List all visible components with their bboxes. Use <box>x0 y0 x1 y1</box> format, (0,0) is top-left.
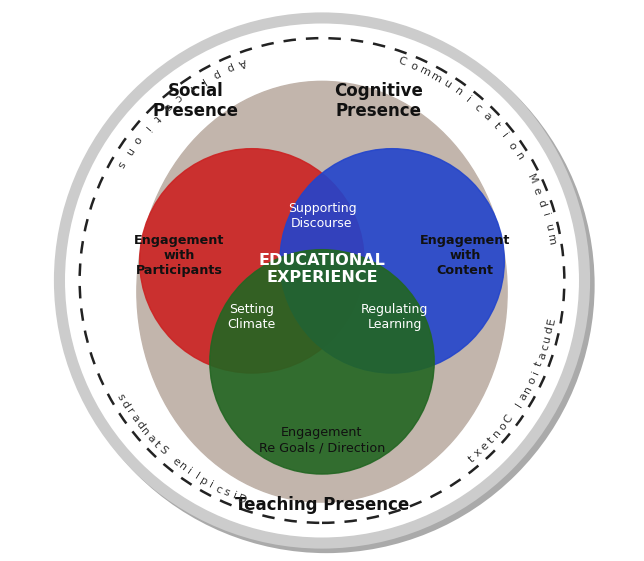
Text: d: d <box>133 419 146 431</box>
Circle shape <box>59 18 585 543</box>
Text: t: t <box>486 435 497 445</box>
Text: s: s <box>115 392 126 402</box>
Text: t: t <box>151 112 161 122</box>
Text: Supporting
Discourse: Supporting Discourse <box>288 202 356 230</box>
Text: EDUCATIONAL
EXPERIENCE: EDUCATIONAL EXPERIENCE <box>258 253 386 286</box>
Text: e: e <box>479 441 491 453</box>
Text: n: n <box>139 426 151 438</box>
Circle shape <box>210 250 434 474</box>
Text: i: i <box>186 84 194 94</box>
Text: m: m <box>418 65 432 79</box>
Text: p: p <box>223 61 234 73</box>
Text: t: t <box>491 121 501 131</box>
Text: p: p <box>210 67 221 80</box>
Text: a: a <box>518 392 529 402</box>
Text: t: t <box>534 361 545 368</box>
Text: e: e <box>170 456 182 468</box>
Text: p: p <box>198 475 209 487</box>
Text: e: e <box>531 186 543 196</box>
Text: n: n <box>452 85 464 98</box>
Text: Regulating
Learning: Regulating Learning <box>361 303 429 331</box>
Text: d: d <box>536 198 547 208</box>
Text: n: n <box>522 384 534 394</box>
Text: Engagement
with
Participants: Engagement with Participants <box>134 234 224 277</box>
Text: Cognitive
Presence: Cognitive Presence <box>334 81 422 121</box>
Text: n: n <box>122 146 135 157</box>
Text: s: s <box>222 487 231 499</box>
Text: a: a <box>536 351 548 361</box>
Text: n: n <box>491 427 504 440</box>
Text: c: c <box>173 91 184 103</box>
Text: s: s <box>115 159 126 169</box>
Circle shape <box>280 149 504 373</box>
Text: i: i <box>141 123 151 132</box>
Text: o: o <box>408 61 419 72</box>
Text: i: i <box>540 212 551 218</box>
Text: M: M <box>525 173 538 186</box>
Text: C: C <box>396 56 407 68</box>
Text: Engagement
Re Goals / Direction: Engagement Re Goals / Direction <box>259 426 385 454</box>
Text: l: l <box>193 471 200 482</box>
Text: Social
Presence: Social Presence <box>153 81 239 121</box>
Text: u: u <box>442 79 453 90</box>
Text: l: l <box>514 401 524 408</box>
Text: u: u <box>543 223 554 232</box>
Text: i: i <box>500 131 509 140</box>
Text: u: u <box>542 334 553 343</box>
Text: x: x <box>473 447 484 459</box>
Text: c: c <box>214 484 223 495</box>
Text: Teaching Presence: Teaching Presence <box>235 496 409 514</box>
Text: o: o <box>506 140 518 151</box>
Ellipse shape <box>137 81 507 502</box>
Text: S: S <box>156 444 169 457</box>
Text: t: t <box>467 454 477 464</box>
Text: n: n <box>513 151 526 163</box>
Text: i: i <box>207 480 215 490</box>
Text: d: d <box>544 325 555 334</box>
Text: i: i <box>531 369 541 376</box>
Text: o: o <box>131 134 143 145</box>
Circle shape <box>59 17 594 553</box>
Text: E: E <box>545 316 557 325</box>
Text: a: a <box>145 433 156 444</box>
Text: Setting
Climate: Setting Climate <box>228 303 276 331</box>
Text: Engagement
with
Content: Engagement with Content <box>420 234 510 277</box>
Text: o: o <box>526 376 538 386</box>
Text: D: D <box>236 493 248 505</box>
Text: A: A <box>237 56 248 68</box>
Text: r: r <box>124 407 135 416</box>
Text: o: o <box>497 421 509 433</box>
Text: d: d <box>118 398 131 410</box>
Text: n: n <box>176 461 188 473</box>
Text: c: c <box>473 102 484 113</box>
Text: i: i <box>185 467 193 477</box>
Text: t: t <box>151 439 162 449</box>
Circle shape <box>140 149 364 373</box>
Text: a: a <box>482 111 493 123</box>
Text: a: a <box>161 101 173 113</box>
Text: l: l <box>198 76 206 86</box>
Text: m: m <box>545 234 557 246</box>
Text: C: C <box>502 413 515 426</box>
Text: m: m <box>430 71 444 85</box>
Text: i: i <box>231 491 238 502</box>
Text: i: i <box>464 95 473 104</box>
Text: a: a <box>128 413 140 424</box>
Text: c: c <box>540 343 551 352</box>
